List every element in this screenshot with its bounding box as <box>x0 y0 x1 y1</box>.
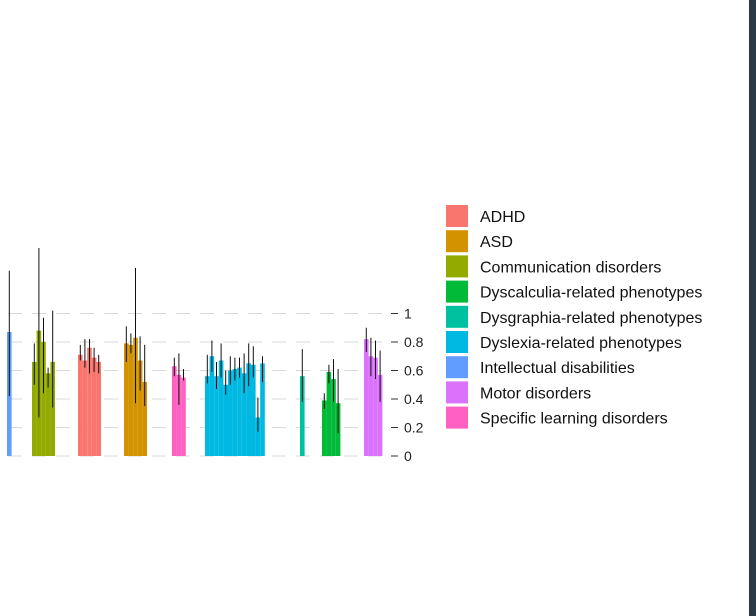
legend-swatch <box>446 356 468 379</box>
bar <box>251 364 256 456</box>
legend-swatch <box>446 255 468 278</box>
bar <box>41 342 46 456</box>
y-tick-label: 0.4 <box>404 391 424 407</box>
bar <box>218 360 224 456</box>
bar <box>78 354 83 456</box>
bar <box>214 376 219 456</box>
y-tick-label: 0.6 <box>404 363 424 379</box>
bar <box>228 370 233 456</box>
bar <box>50 361 55 456</box>
bar <box>82 360 88 456</box>
bar <box>232 369 238 456</box>
bar <box>377 374 383 456</box>
bar <box>241 373 247 456</box>
bar <box>331 379 336 456</box>
legend-swatch <box>446 381 468 404</box>
bar <box>300 376 305 456</box>
bar <box>255 417 261 456</box>
legend-swatch <box>446 331 468 353</box>
legend-swatch <box>446 305 468 328</box>
y-axis: 0 0.2 0.4 0.6 0.8 1 <box>391 306 424 464</box>
bars-group <box>7 330 383 456</box>
legend-label: Specific learning disorders <box>480 411 668 428</box>
legend: ADHD ASD Communication disorders Dyscalculi… <box>446 205 702 429</box>
bar <box>223 384 228 456</box>
bar <box>246 363 251 456</box>
bar <box>32 361 37 456</box>
bar <box>87 347 92 456</box>
legend-label: ASD <box>480 234 513 251</box>
legend-label: Dyslexia-related phenotypes <box>480 335 682 352</box>
bar <box>373 357 378 456</box>
legend-label: Motor disorders <box>480 385 591 402</box>
legend-label: Communication disorders <box>480 259 661 276</box>
bar <box>322 400 327 456</box>
legend-swatch <box>446 406 468 429</box>
legend-label: Dysgraphia-related phenotypes <box>480 310 702 327</box>
bar <box>137 360 143 456</box>
error-bars-group <box>8 247 381 434</box>
window-edge <box>749 0 756 616</box>
bar <box>260 363 265 456</box>
bar <box>237 367 242 456</box>
bar <box>209 356 215 456</box>
bar <box>96 361 101 456</box>
y-tick-label: 1 <box>404 306 412 322</box>
y-tick-label: 0.8 <box>404 334 424 350</box>
y-tick-label: 0.2 <box>404 420 424 436</box>
y-tick-label: 0 <box>404 448 412 464</box>
bar <box>91 357 97 456</box>
legend-swatch <box>446 230 468 253</box>
bar <box>128 344 134 456</box>
bar <box>205 376 210 456</box>
bar <box>172 366 177 456</box>
legend-swatch <box>446 280 468 303</box>
bar <box>181 377 186 456</box>
bar <box>364 339 369 456</box>
bar <box>326 371 332 456</box>
bar <box>124 343 129 456</box>
legend-label: Dyscalculia-related phenotypes <box>480 285 702 302</box>
legend-swatch <box>446 205 468 227</box>
bar <box>176 374 182 456</box>
bar <box>45 373 51 456</box>
legend-label: ADHD <box>480 209 525 226</box>
legend-label: Intellectual disabilities <box>480 360 635 377</box>
bar <box>142 381 147 456</box>
bar <box>368 356 374 456</box>
